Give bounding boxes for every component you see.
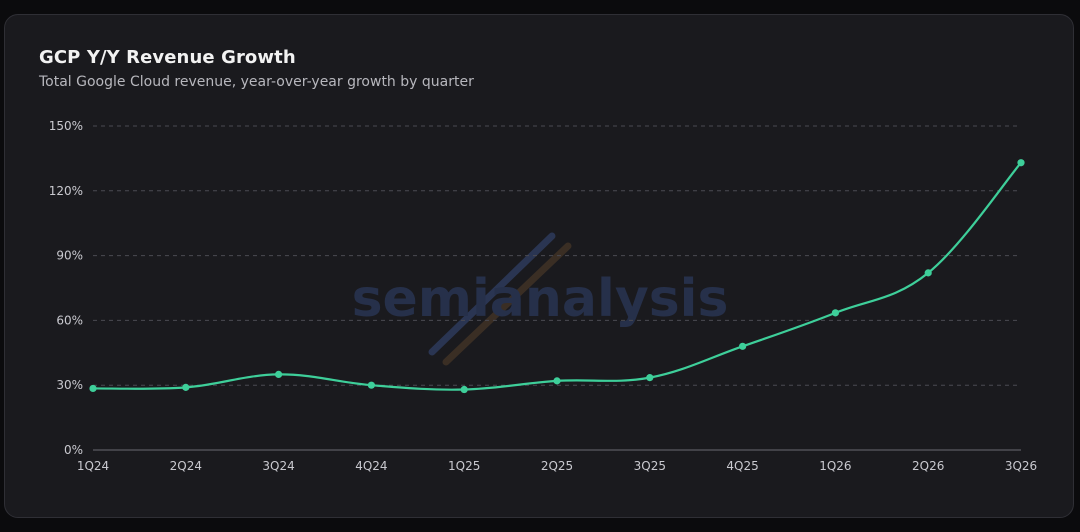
watermark-logo: semianalysis [352,232,729,366]
data-point[interactable] [831,309,840,317]
x-tick-label: 4Q25 [726,459,758,473]
data-point[interactable] [1017,159,1025,167]
y-tick-label: 0% [64,443,83,457]
data-point[interactable] [275,370,283,378]
x-tick-label: 3Q24 [262,459,294,473]
data-point[interactable] [367,381,375,389]
data-point[interactable] [460,385,468,394]
y-tick-label: 60% [56,313,83,327]
data-point[interactable] [553,377,561,385]
watermark-slash-left [428,232,556,356]
grid-layer [93,125,1021,451]
y-tick-label: 30% [56,378,83,392]
series-layer [92,162,1022,391]
x-tick-label: 1Q26 [819,459,851,473]
chart-title: GCP Y/Y Revenue Growth [39,47,296,68]
x-tick-label: 2Q26 [912,459,944,473]
tick-labels-layer: 0% 30% 60% 90% 120% 150% 1Q24 2Q24 3Q24 4Q24 1Q25 2… [49,119,1037,473]
watermark-text: semianalysis [352,269,729,329]
data-point[interactable] [924,269,932,277]
series-line [92,162,1022,391]
x-tick-label: 1Q24 [77,459,109,473]
data-point[interactable] [646,374,654,382]
chart-card [4,14,1074,518]
y-tick-label: 90% [56,249,83,263]
x-tick-label: 1Q25 [448,459,480,473]
x-tick-label: 3Q25 [634,459,666,473]
x-tick-label: 2Q25 [541,459,573,473]
data-point[interactable] [182,383,190,391]
y-tick-label: 120% [49,184,83,198]
points-layer [89,159,1025,394]
x-tick-label: 3Q26 [1005,459,1037,473]
chart-subtitle: Total Google Cloud revenue, year-over-ye… [39,74,474,90]
data-point[interactable] [89,384,97,393]
watermark-slash-right [442,242,572,366]
y-tick-label: 150% [49,119,83,133]
x-tick-label: 4Q24 [355,459,387,473]
data-point[interactable] [739,342,747,350]
x-tick-label: 2Q24 [170,459,202,473]
